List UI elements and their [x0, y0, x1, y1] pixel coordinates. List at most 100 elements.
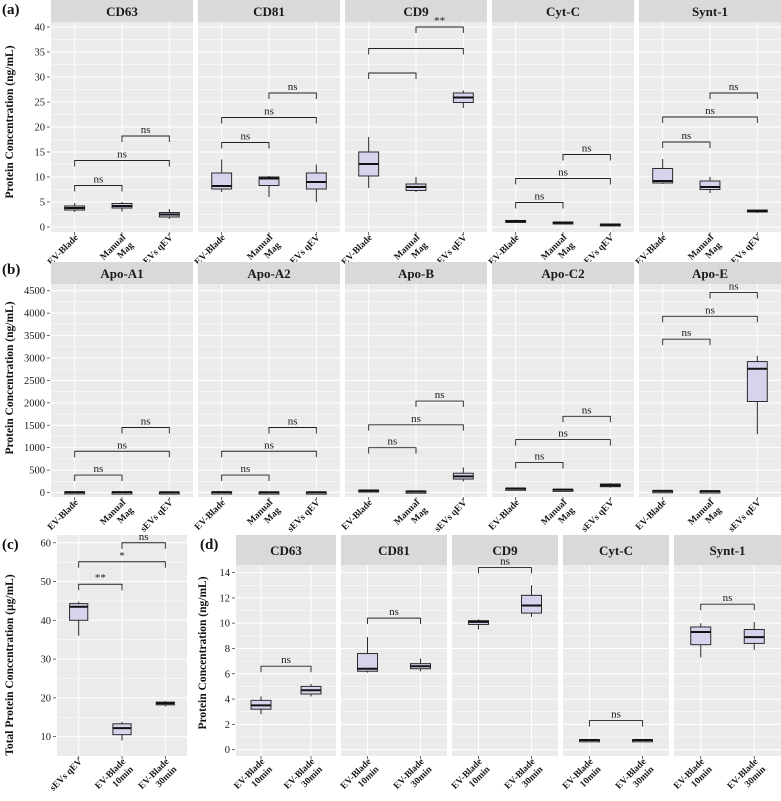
significance-bracket: ns — [74, 463, 123, 482]
box-2 — [305, 164, 327, 202]
x-tick-label: EV-Blade10min — [672, 757, 715, 800]
x-tick-label: EV-Blade — [487, 498, 522, 533]
bracket-label: ns — [558, 428, 568, 440]
plot-background — [452, 565, 558, 756]
bracket-line — [709, 292, 758, 299]
significance-bracket: ns — [562, 143, 611, 161]
bracket-label: ns — [139, 531, 149, 543]
facet-strip — [236, 535, 336, 565]
facet-strip — [51, 0, 193, 22]
panel-label-d: (d) — [200, 537, 218, 553]
box-2 — [746, 209, 768, 213]
facet-strip — [341, 535, 447, 565]
box-0 — [69, 601, 89, 636]
bracket-line — [562, 415, 611, 423]
facet-title: Cyt-C — [599, 543, 633, 558]
significance-bracket: ns — [515, 191, 564, 209]
x-tick-label-line: sEVs qEV — [727, 498, 763, 534]
bracket-label: ns — [723, 592, 733, 604]
significance-bracket: ns — [700, 592, 755, 611]
bracket-line — [121, 135, 170, 142]
bracket-line — [368, 424, 464, 431]
bracket-line — [121, 427, 170, 434]
significance-bracket: ns — [268, 415, 317, 434]
x-tick-label: ManualMag — [540, 498, 578, 536]
bracket-label: ns — [705, 304, 715, 316]
bracket-label: ns — [264, 106, 274, 118]
bracket-line — [415, 26, 464, 33]
bracket-label: ns — [611, 709, 621, 721]
bracket-line — [709, 92, 758, 99]
x-tick-label: ManualMag — [99, 498, 137, 536]
box-2 — [305, 491, 327, 495]
bracket-label: ns — [729, 81, 739, 93]
x-tick-label: EV-Blade30min — [283, 757, 326, 800]
y-tick-label: 15 — [35, 148, 46, 159]
box-iqr — [258, 176, 280, 186]
bracket-label: ns — [681, 327, 691, 339]
significance-bracket: ns — [221, 106, 317, 124]
box-1 — [258, 176, 280, 197]
bracket-line — [78, 561, 166, 568]
bracket-line — [478, 567, 532, 574]
y-tick-label: 2 — [225, 720, 230, 731]
x-tick-label: EV-Blade — [46, 498, 81, 533]
significance-bracket: ** — [78, 572, 123, 591]
y-tick-label: 4500 — [24, 286, 45, 297]
bracket-label: ns — [240, 131, 250, 143]
x-tick-label-line: sEVs qEV — [433, 498, 469, 534]
x-tick-label: EV-Blade30min — [726, 757, 769, 800]
facet-d-cyt-c: Cyt-C ns EV-Blade10min EV-Blade30min — [561, 535, 669, 792]
box-2 — [599, 223, 621, 227]
bracket-label: ns — [93, 463, 103, 475]
significance-bracket: ns — [221, 463, 270, 482]
significance-bracket: ns — [589, 709, 643, 727]
y-tick-label: 0 — [40, 223, 45, 234]
x-tick-label-line: sEVs qEV — [580, 498, 616, 534]
x-tick-label: ManualMag — [393, 498, 431, 536]
y-axis-label-a: Protein Concentration (ng/mL) — [4, 45, 16, 198]
facet-title: Apo-B — [398, 266, 434, 281]
bracket-label: ns — [117, 149, 127, 161]
x-tick-label: ManualMag — [246, 498, 284, 536]
significance-bracket: ns — [260, 654, 312, 673]
box-iqr — [69, 603, 89, 621]
significance-bracket: ns — [662, 105, 758, 123]
bracket-line — [515, 202, 564, 209]
y-tick-label: 30 — [35, 73, 46, 84]
box-0 — [64, 491, 86, 495]
y-axis-label-d: Protein Concentration (ng/mL) — [197, 576, 209, 729]
box-1 — [258, 491, 280, 495]
y-tick-label: 35 — [35, 48, 46, 59]
box-iqr — [357, 653, 378, 672]
y-tick-label: 3000 — [24, 353, 45, 364]
bracket-line — [221, 142, 270, 149]
box-iqr — [652, 168, 674, 184]
bracket-line — [260, 665, 312, 673]
bracket-label: ns — [117, 439, 127, 451]
y-tick-label: 40 — [35, 23, 46, 34]
box-0 — [64, 203, 86, 212]
box-0 — [579, 739, 600, 743]
significance-bracket: ns — [562, 404, 611, 423]
significance-bracket: ns — [121, 415, 170, 434]
bracket-label: ns — [411, 413, 421, 425]
bracket-label: ns — [534, 191, 544, 203]
bracket-label: ns — [582, 404, 592, 416]
bracket-label: ns — [389, 606, 399, 618]
significance-bracket: ns — [709, 81, 758, 99]
facet-strip — [345, 262, 487, 284]
y-tick-label: 500 — [29, 466, 45, 477]
x-tick-label-line: sEVs qEV — [286, 498, 322, 534]
bracket-label: ns — [387, 436, 397, 448]
y-tick-label: 2000 — [24, 398, 45, 409]
significance-bracket: ns — [221, 131, 270, 149]
bracket-line — [268, 427, 317, 434]
significance-bracket — [368, 48, 464, 55]
box-1 — [552, 221, 574, 225]
significance-bracket: ns — [368, 436, 417, 454]
bracket-line — [74, 185, 123, 192]
